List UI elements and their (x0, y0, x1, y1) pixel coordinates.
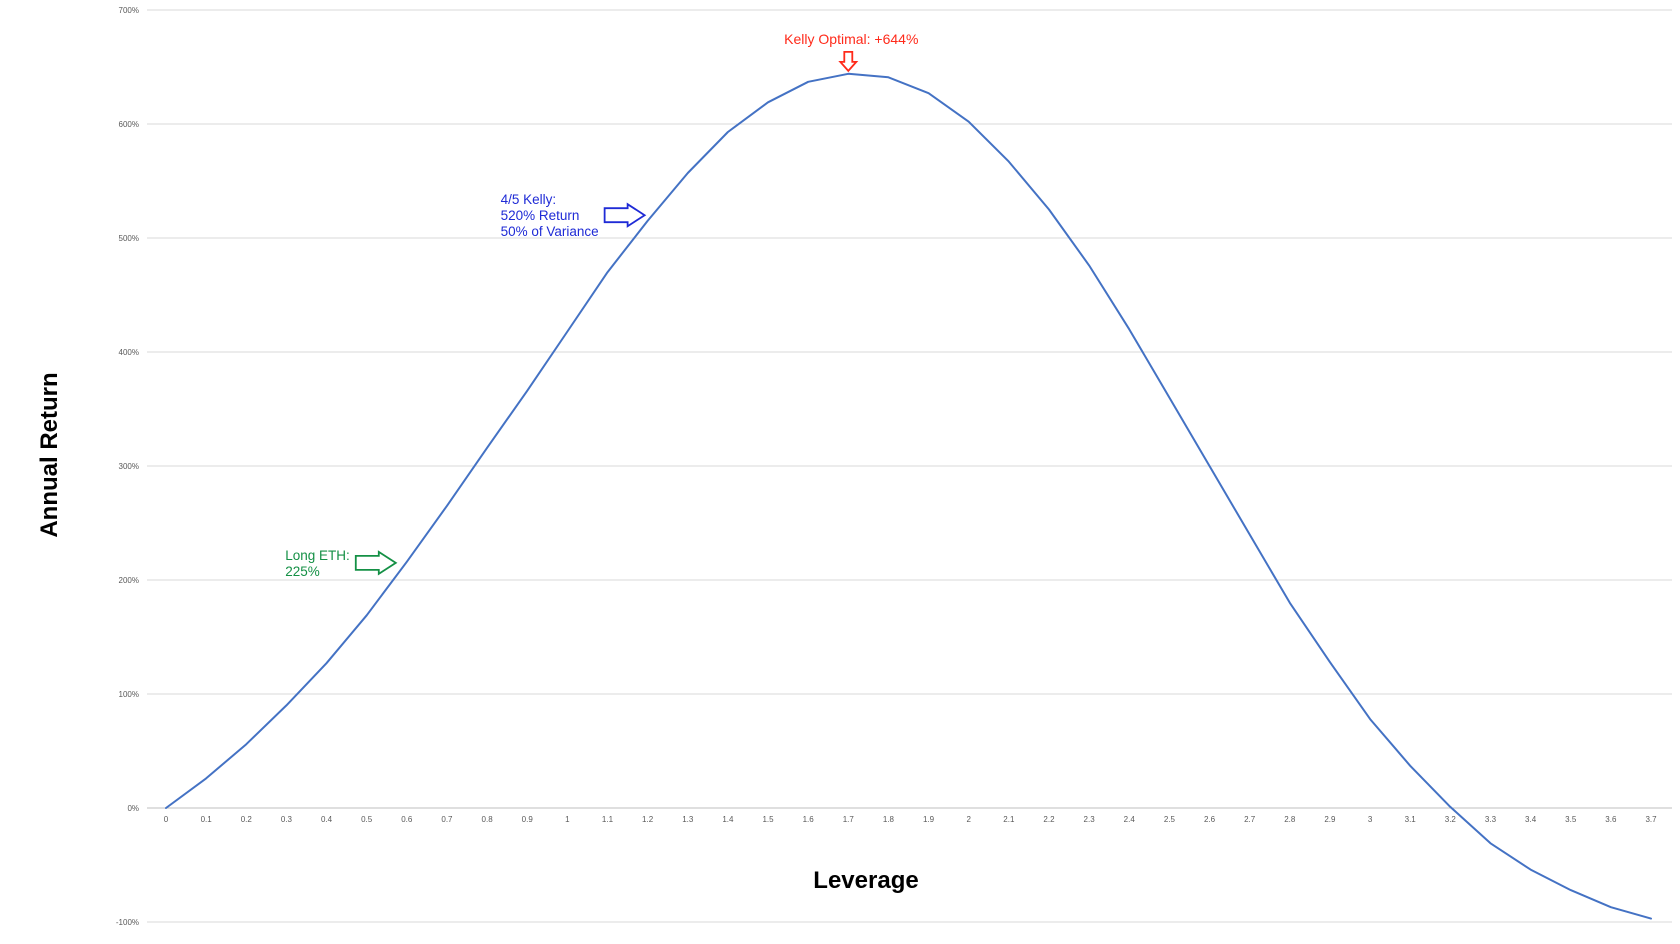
x-tick-label: 1.5 (762, 815, 774, 824)
x-tick-label: 1.9 (923, 815, 935, 824)
y-tick-label: 300% (119, 462, 139, 471)
x-tick-label: 3 (1368, 815, 1373, 824)
annotations: Kelly Optimal: +644% 4/5 Kelly:520% Retur… (285, 31, 918, 579)
x-tick-label: 2.8 (1284, 815, 1296, 824)
x-tick-label: 0.4 (321, 815, 333, 824)
y-tick-label: 700% (119, 6, 139, 15)
long-eth-arrow-icon (354, 550, 398, 576)
y-tick-label: 0% (127, 804, 139, 813)
series-layer (165, 72, 1652, 920)
x-tick-label: 2.1 (1003, 815, 1015, 824)
x-tick-label: 1 (565, 815, 570, 824)
x-tick-label: 2.6 (1204, 815, 1216, 824)
x-tick-label: 1.3 (682, 815, 694, 824)
y-tick-label: 100% (119, 690, 139, 699)
long-eth-annotation-text: 225% (285, 564, 320, 579)
four-fifths-annotation-text: 4/5 Kelly: (501, 192, 557, 207)
x-tick-label: 0.7 (441, 815, 453, 824)
x-tick-label: 0 (164, 815, 169, 824)
four-fifths-annotation-text: 50% of Variance (501, 224, 599, 239)
x-tick-label: 2.5 (1164, 815, 1176, 824)
x-tick-label: 1.7 (843, 815, 855, 824)
x-tick-label: 0.5 (361, 815, 373, 824)
series-line (165, 72, 1652, 920)
y-axis-title: Annual Return (36, 372, 63, 537)
x-tick-label: 2.7 (1244, 815, 1256, 824)
x-tick-label: 3.7 (1645, 815, 1657, 824)
y-axis-tick-labels: -100% 0% 100% 200% 300% 400% 500% 600% 700% (116, 6, 139, 927)
x-axis-tick-labels: 0 0.1 0.2 0.3 0.4 0.5 0.6 0.7 0.8 0.9 1 1.1 1.2 1.3 1.… (164, 815, 1657, 824)
x-tick-label: 3.4 (1525, 815, 1537, 824)
x-tick-label: 0.6 (401, 815, 413, 824)
y-tick-label: -100% (116, 918, 139, 927)
x-tick-label: 1.6 (803, 815, 815, 824)
y-tick-label: 600% (119, 120, 139, 129)
four-fifths-annotation-text: 520% Return (501, 208, 580, 223)
x-tick-label: 1.1 (602, 815, 614, 824)
x-tick-label: 2.4 (1124, 815, 1136, 824)
x-tick-label: 0.9 (522, 815, 534, 824)
x-tick-label: 2.3 (1084, 815, 1096, 824)
kelly-arrow-icon (838, 50, 859, 73)
x-tick-label: 0.3 (281, 815, 293, 824)
x-tick-label: 3.2 (1445, 815, 1457, 824)
y-tick-label: 200% (119, 576, 139, 585)
kelly-annotation-text: Kelly Optimal: +644% (784, 31, 918, 47)
x-tick-label: 0.1 (201, 815, 213, 824)
y-tick-label: 400% (119, 348, 139, 357)
x-tick-label: 2 (966, 815, 971, 824)
gridlines (147, 9, 1672, 923)
four-fifths-arrow-icon (603, 202, 647, 228)
x-tick-label: 3.5 (1565, 815, 1577, 824)
x-axis-title: Leverage (813, 867, 918, 894)
x-tick-label: 3.1 (1405, 815, 1417, 824)
x-tick-label: 2.2 (1043, 815, 1055, 824)
long-eth-annotation-text: Long ETH: (285, 548, 350, 563)
y-tick-label: 500% (119, 234, 139, 243)
x-tick-label: 1.4 (722, 815, 734, 824)
x-tick-label: 0.8 (482, 815, 494, 824)
x-tick-label: 1.2 (642, 815, 654, 824)
x-tick-label: 3.6 (1605, 815, 1617, 824)
x-tick-label: 2.9 (1324, 815, 1336, 824)
x-tick-label: 1.8 (883, 815, 895, 824)
x-tick-label: 3.3 (1485, 815, 1497, 824)
x-tick-label: 0.2 (241, 815, 253, 824)
